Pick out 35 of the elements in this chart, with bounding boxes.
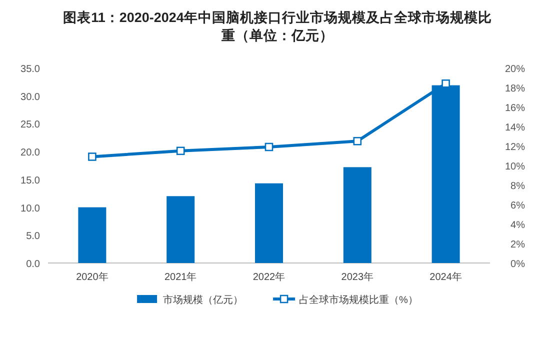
y2-tick-label: 0% <box>510 259 526 270</box>
point <box>176 146 185 156</box>
y-tick-label: 25.0 <box>20 120 40 131</box>
y2-tick-label: 6% <box>510 200 526 212</box>
bar <box>78 207 106 263</box>
y-tick-label: 5.0 <box>26 231 40 242</box>
y-tick-label: 0.0 <box>26 259 40 270</box>
x-tick-label: 2020年 <box>76 271 108 283</box>
y2-tick-label: 18% <box>504 84 526 94</box>
legend-label: 占全球市场规模比重（%） <box>299 294 418 306</box>
y2-tick-label: 2% <box>510 240 526 250</box>
y2-tick-label: 12% <box>504 142 526 153</box>
y-tick-label: 20.0 <box>20 148 40 159</box>
x-tick-label: 2024年 <box>430 271 462 283</box>
y2-tick-label: 4% <box>510 220 526 231</box>
x-tick-label: 2023年 <box>341 271 374 283</box>
chart-title: 图表11：2020-2024年中国脑机接口行业市场规模及占全球市场规模比重（单位：亿元） <box>63 9 492 43</box>
y2-tick-label: 16% <box>504 103 526 114</box>
y2-tick-label: 10% <box>504 162 526 172</box>
y2-tick-label: 14% <box>504 122 526 134</box>
y-tick-label: 15.0 <box>20 175 40 186</box>
legend-label: 市场规模（亿元） <box>163 294 244 306</box>
bar <box>166 196 195 263</box>
bar <box>255 183 283 263</box>
point <box>88 152 96 161</box>
y-tick-label: 10.0 <box>20 203 40 214</box>
x-tick-label: 2022年 <box>252 271 286 283</box>
y2-tick-label: 20% <box>504 64 526 75</box>
point <box>264 142 274 152</box>
y-tick-label: 35.0 <box>20 64 40 75</box>
bar <box>343 167 372 263</box>
y2-tick-label: 8% <box>510 181 526 192</box>
point <box>353 136 362 146</box>
x-tick-label: 2021年 <box>164 271 197 283</box>
y-tick-label: 30.0 <box>20 92 40 103</box>
